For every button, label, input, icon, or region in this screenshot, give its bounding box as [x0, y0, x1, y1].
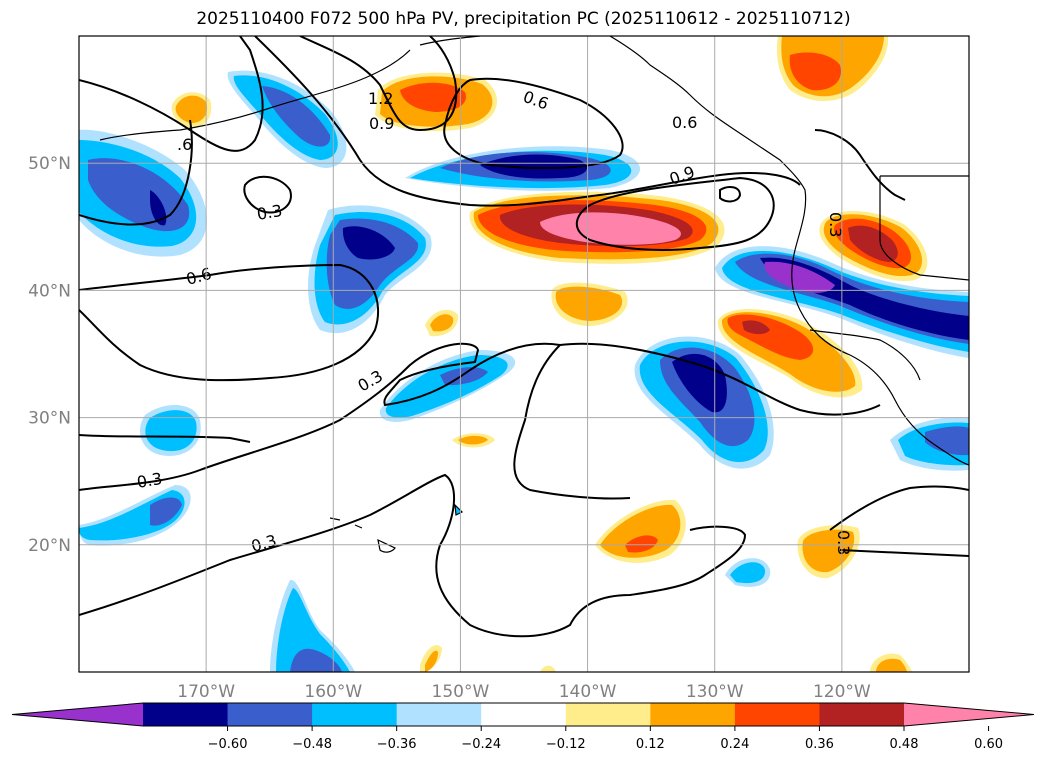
- colorbar-tick-label: −0.48: [292, 737, 332, 752]
- colorbar-box: [227, 703, 313, 726]
- colorbar-tick-label: −0.24: [461, 737, 501, 752]
- precip-anomaly-positive: [375, 72, 497, 132]
- longitude-tick-label: 130°W: [686, 682, 744, 702]
- colorbar-box: [650, 703, 736, 726]
- contour-label: 0.9: [369, 114, 394, 133]
- colorbar-tick-label: −0.36: [377, 737, 417, 752]
- precip-anomaly-negative: [379, 350, 516, 422]
- colorbar-extend-high: [904, 703, 1034, 726]
- map-content: 1.2 0.9 0.6 0.6 .6 0.9 0.3 0.6 0.3 0.3 0…: [79, 36, 969, 672]
- precip-anomaly-positive: [717, 309, 863, 398]
- colorbar-box: [312, 703, 398, 726]
- precip-anomaly-negative: [634, 336, 774, 469]
- gridlines: [79, 36, 969, 672]
- colorbar-tick-label: 0.24: [720, 737, 749, 752]
- longitude-labels: 170°W 160°W 150°W 140°W 130°W 120°W: [177, 682, 871, 702]
- precip-anomaly-positive: [469, 191, 725, 264]
- longitude-tick-label: 150°W: [432, 682, 490, 702]
- precip-anomaly-positive: [452, 433, 495, 448]
- precip-anomaly-positive: [420, 645, 912, 672]
- precip-anomaly-negative: [308, 205, 432, 334]
- contour-label: .6: [177, 135, 192, 154]
- colorbar-tick-label: 0.12: [636, 737, 665, 752]
- map-frame: [78, 35, 970, 673]
- latitude-tick-label: 50°N: [28, 154, 71, 174]
- contour-label: 0.3: [135, 469, 163, 492]
- figure-title: 2025110400 F072 500 hPa PV, precipitatio…: [196, 9, 851, 29]
- precip-anomaly-positive: [551, 282, 628, 326]
- contour-label: 1.2: [368, 89, 393, 108]
- precip-anomaly-negative: [227, 70, 347, 168]
- precip-anomaly-positive: [425, 309, 459, 337]
- longitude-tick-label: 170°W: [177, 682, 235, 702]
- colorbar-box: [819, 703, 905, 726]
- precip-anomaly-positive: [171, 92, 212, 129]
- colorbar-box: [565, 703, 651, 726]
- precip-anomaly-negative: [79, 129, 207, 257]
- coastlines: [99, 36, 969, 553]
- pv-contour-labels: 1.2 0.9 0.6 0.6 .6 0.9 0.3 0.6 0.3 0.3 0…: [135, 87, 853, 556]
- colorbar-tick-label: 0.36: [805, 737, 834, 752]
- colorbar-tick-label: −0.60: [208, 737, 248, 752]
- contour-label: 0.3: [255, 201, 283, 224]
- latitude-tick-label: 40°N: [28, 281, 71, 301]
- precip-anomaly-positive: [776, 36, 889, 102]
- precip-anomaly-negative: [140, 404, 201, 456]
- colorbar-box: [481, 703, 567, 726]
- precip-anomaly-negative: [725, 558, 771, 587]
- longitude-tick-label: 160°W: [304, 682, 362, 702]
- latitude-labels: 20°N 30°N 40°N 50°N: [28, 154, 71, 556]
- colorbar-extend-low: [12, 703, 143, 726]
- latitude-tick-label: 30°N: [28, 409, 71, 429]
- contour-label: 0.3: [826, 212, 845, 237]
- colorbar-tick-label: 0.48: [890, 737, 919, 752]
- colorbar-tick-label: −0.12: [546, 737, 586, 752]
- colorbar-box: [143, 703, 229, 726]
- contour-label: 0.6: [672, 113, 697, 132]
- precip-anomaly-negative: [79, 485, 191, 546]
- precip-anomaly-positive: [797, 525, 860, 579]
- longitude-tick-label: 120°W: [813, 682, 871, 702]
- longitude-tick-label: 140°W: [559, 682, 617, 702]
- contour-label: 0.3: [834, 530, 853, 555]
- colorbar-box: [396, 703, 482, 726]
- colorbar-tick-label: 0.60: [974, 737, 1003, 752]
- pv-contours: [79, 36, 969, 638]
- colorbar: −0.60 −0.48 −0.36 −0.24 −0.12 0.12 0.24 0.36 0.4…: [11, 702, 1035, 752]
- colorbar-box: [734, 703, 820, 726]
- precip-anomaly-positive: [819, 211, 928, 281]
- latitude-tick-label: 20°N: [28, 536, 71, 556]
